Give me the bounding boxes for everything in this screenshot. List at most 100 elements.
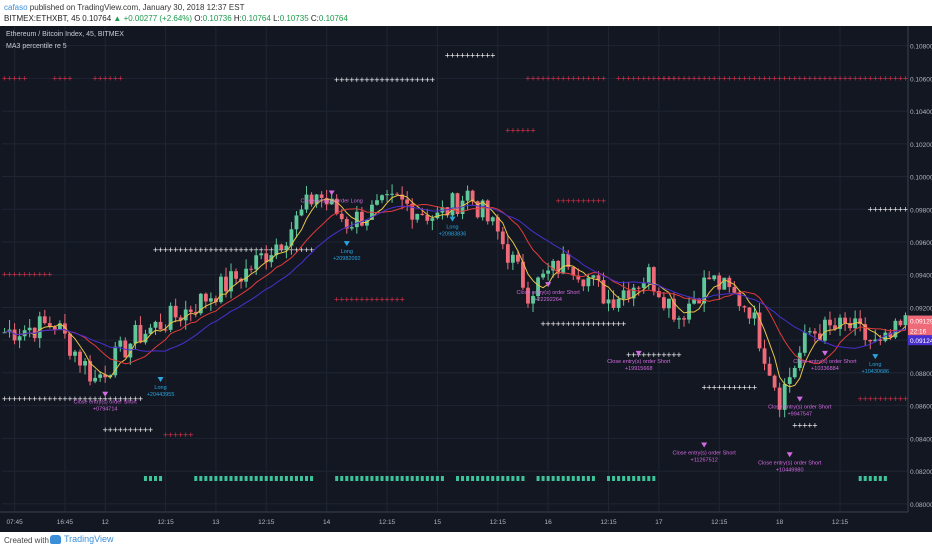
- dot-marker: +: [188, 246, 194, 254]
- annotation-label: Close entry(s) order Long: [300, 198, 362, 204]
- green-marker: [476, 476, 480, 481]
- green-marker: [219, 476, 223, 481]
- dot-marker: +: [802, 421, 808, 429]
- dot-marker: +: [616, 320, 622, 328]
- dot-marker: +: [228, 246, 234, 254]
- green-marker: [244, 476, 248, 481]
- green-marker: [617, 476, 621, 481]
- candle-body: [445, 207, 450, 216]
- dot-marker: +: [626, 351, 632, 359]
- cross-marker: +: [67, 74, 73, 82]
- cross-marker: +: [887, 74, 893, 82]
- dot-marker: +: [243, 246, 249, 254]
- cross-marker: +: [847, 74, 853, 82]
- price-tag-label: 22:16: [910, 328, 927, 335]
- cross-marker: +: [37, 271, 43, 279]
- cross-marker: +: [590, 74, 596, 82]
- candle-body: [586, 277, 591, 287]
- dot-marker: +: [621, 320, 627, 328]
- cross-marker: +: [344, 295, 350, 303]
- cross-marker: +: [163, 431, 169, 439]
- dot-marker: +: [127, 395, 133, 403]
- price-tick-label: 0.08200: [910, 469, 932, 476]
- candle-body: [807, 331, 812, 333]
- dot-marker: +: [641, 351, 647, 359]
- green-marker: [486, 476, 490, 481]
- green-marker: [154, 476, 158, 481]
- dot-marker: +: [369, 76, 375, 84]
- dot-marker: +: [429, 76, 435, 84]
- candle-body: [460, 200, 465, 214]
- cross-marker: +: [731, 74, 737, 82]
- author-link[interactable]: cafaso: [4, 3, 28, 12]
- candle-body: [531, 296, 535, 304]
- cross-marker: +: [877, 74, 883, 82]
- signal-arrow: [545, 282, 552, 288]
- candle-body: [214, 298, 218, 303]
- price-chart[interactable]: + + + + + + + + + + + + + + + + + + + + + + + + + + + ++ + + + + + + + + + + +…: [0, 26, 932, 532]
- cross-marker: +: [530, 74, 536, 82]
- candle-body: [319, 194, 324, 198]
- dot-marker: +: [57, 395, 63, 403]
- dot-marker: +: [736, 384, 742, 392]
- signal-arrow: [343, 241, 350, 247]
- dot-marker: +: [887, 205, 893, 213]
- dot-marker: +: [334, 76, 340, 84]
- cross-marker: +: [872, 395, 878, 403]
- cross-marker: +: [716, 74, 722, 82]
- candle-body: [354, 211, 359, 228]
- chart-area[interactable]: + + + + + + + + + + + + + + + + + + + + + + + + + + + + + + + + + + + + + + + +…: [0, 26, 932, 532]
- cross-marker: +: [2, 271, 8, 279]
- cross-marker: +: [349, 295, 355, 303]
- candle-body: [787, 377, 792, 384]
- dot-marker: +: [606, 320, 612, 328]
- dot-marker: +: [711, 384, 717, 392]
- cross-marker: +: [47, 271, 53, 279]
- green-marker: [536, 476, 540, 481]
- candle-body: [17, 336, 22, 341]
- cross-marker: +: [882, 74, 888, 82]
- green-marker: [883, 476, 887, 481]
- time-tick-label: 12:15: [832, 519, 849, 526]
- candle-body: [591, 275, 596, 278]
- dot-marker: +: [87, 395, 93, 403]
- time-tick-label: 12:15: [157, 519, 174, 526]
- candle-body: [37, 316, 42, 339]
- candle-body: [390, 193, 394, 195]
- cross-marker: +: [354, 295, 360, 303]
- high-value: 0.10764: [241, 14, 271, 23]
- cross-marker: +: [696, 74, 702, 82]
- green-marker: [571, 476, 575, 481]
- cross-marker: +: [757, 74, 763, 82]
- dot-marker: +: [107, 426, 113, 434]
- candle-body: [747, 307, 752, 319]
- candle-body: [415, 213, 420, 220]
- candle-body: [551, 260, 556, 271]
- tradingview-logo[interactable]: TradingView: [50, 534, 114, 545]
- candle-body: [566, 253, 571, 268]
- candle-body: [249, 268, 254, 270]
- green-marker: [647, 476, 651, 481]
- cross-marker: +: [550, 74, 556, 82]
- dot-marker: +: [77, 395, 83, 403]
- green-marker: [365, 476, 369, 481]
- cross-marker: +: [666, 74, 672, 82]
- green-marker: [420, 476, 424, 481]
- dot-marker: +: [7, 395, 13, 403]
- green-marker: [390, 476, 394, 481]
- cross-marker: +: [590, 197, 596, 205]
- dot-marker: +: [490, 51, 496, 59]
- green-marker: [516, 476, 520, 481]
- cross-marker: +: [52, 74, 58, 82]
- green-marker: [259, 476, 263, 481]
- signal-arrow: [102, 391, 109, 397]
- cross-marker: +: [102, 74, 108, 82]
- candle-body: [148, 327, 153, 334]
- cross-marker: +: [676, 74, 682, 82]
- signal-arrow: [328, 190, 335, 196]
- cross-marker: +: [585, 197, 591, 205]
- time-tick-label: 15: [434, 519, 442, 526]
- candle-body: [400, 194, 405, 200]
- candle-body: [480, 200, 485, 218]
- candle-body: [883, 332, 888, 341]
